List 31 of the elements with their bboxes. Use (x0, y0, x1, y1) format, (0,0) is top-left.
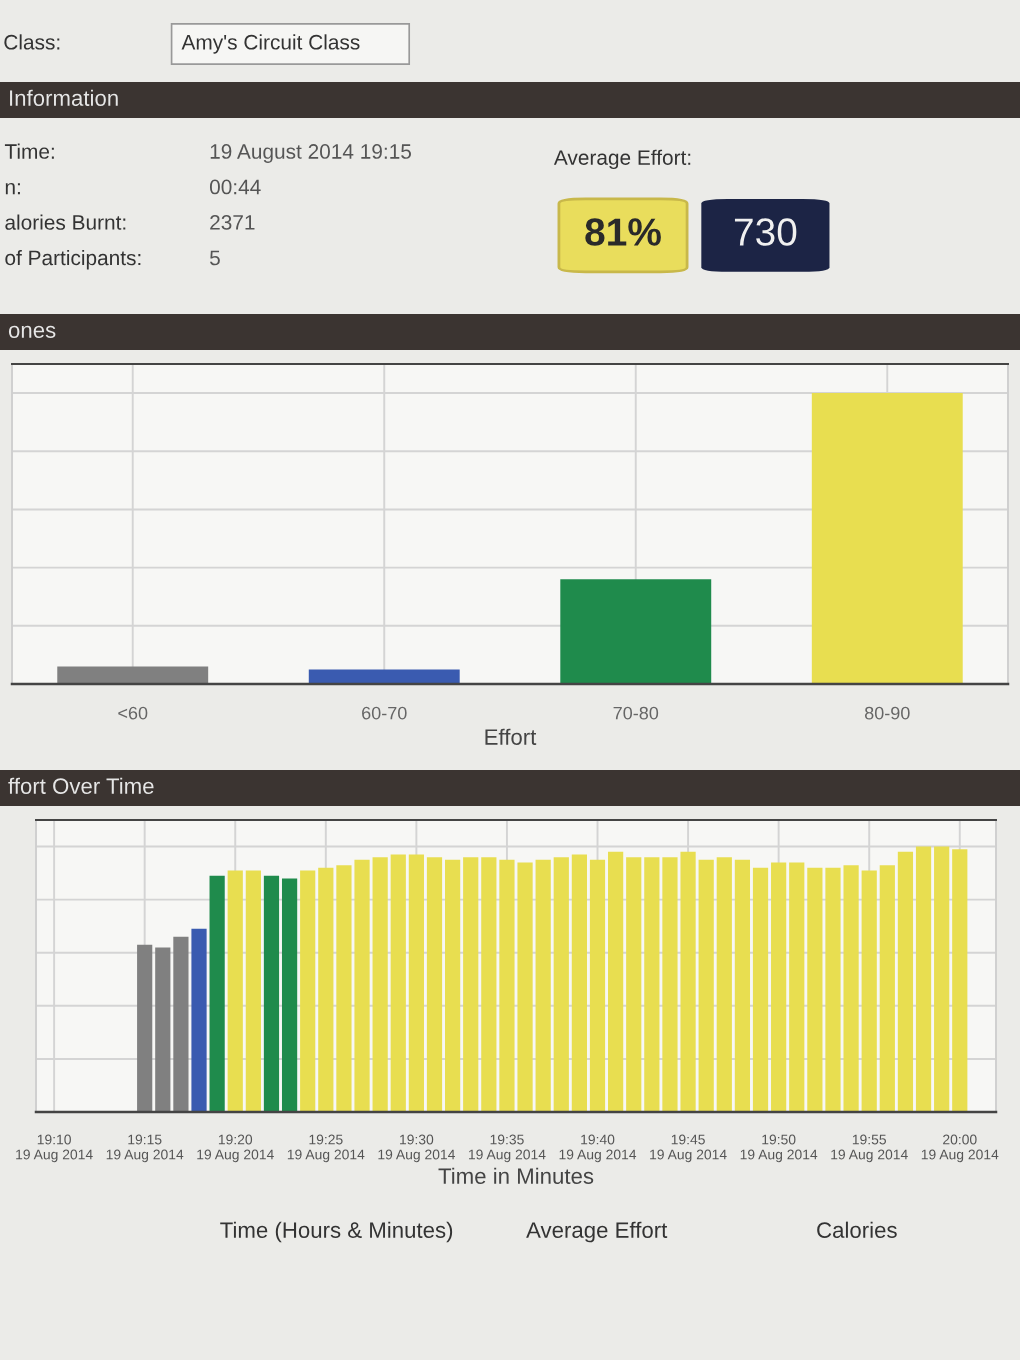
bar (560, 579, 712, 684)
text: 730 (734, 218, 797, 246)
bar (308, 669, 460, 684)
text: Amy's Circuit Class (181, 34, 360, 54)
text: Average Effort: (553, 149, 691, 170)
x-axis-title: Effort (485, 728, 537, 745)
text: 00:44 (209, 179, 261, 195)
text: Calories (817, 1221, 897, 1238)
text: alories Burnt: (5, 214, 126, 230)
text: 5 (209, 250, 220, 266)
x-tick-label: 70-80 (613, 706, 659, 720)
bar (57, 666, 209, 684)
chart-title: ones (8, 325, 56, 338)
text: n: (5, 182, 20, 195)
text: Time: (4, 143, 54, 159)
x-tick-label: 80-90 (864, 706, 910, 720)
text: Information (10, 89, 118, 106)
text: Class: (4, 34, 60, 50)
chart-title: ffort Over Time (8, 777, 154, 794)
text: 81% (585, 218, 661, 246)
x-axis-title: Time in Minutes (438, 1167, 594, 1185)
text: Time (Hours & Minutes) (220, 1221, 453, 1243)
bar (209, 875, 225, 1112)
text: Average Effort (526, 1221, 668, 1243)
x-tick-label: 60-70 (362, 706, 407, 720)
text: 19 August 2014 19:15 (210, 144, 412, 163)
bar (811, 393, 963, 684)
text: of Participants: (5, 249, 141, 270)
text: 2371 (210, 215, 255, 230)
x-tick-label: <60 (118, 706, 148, 720)
bar (191, 928, 207, 1112)
